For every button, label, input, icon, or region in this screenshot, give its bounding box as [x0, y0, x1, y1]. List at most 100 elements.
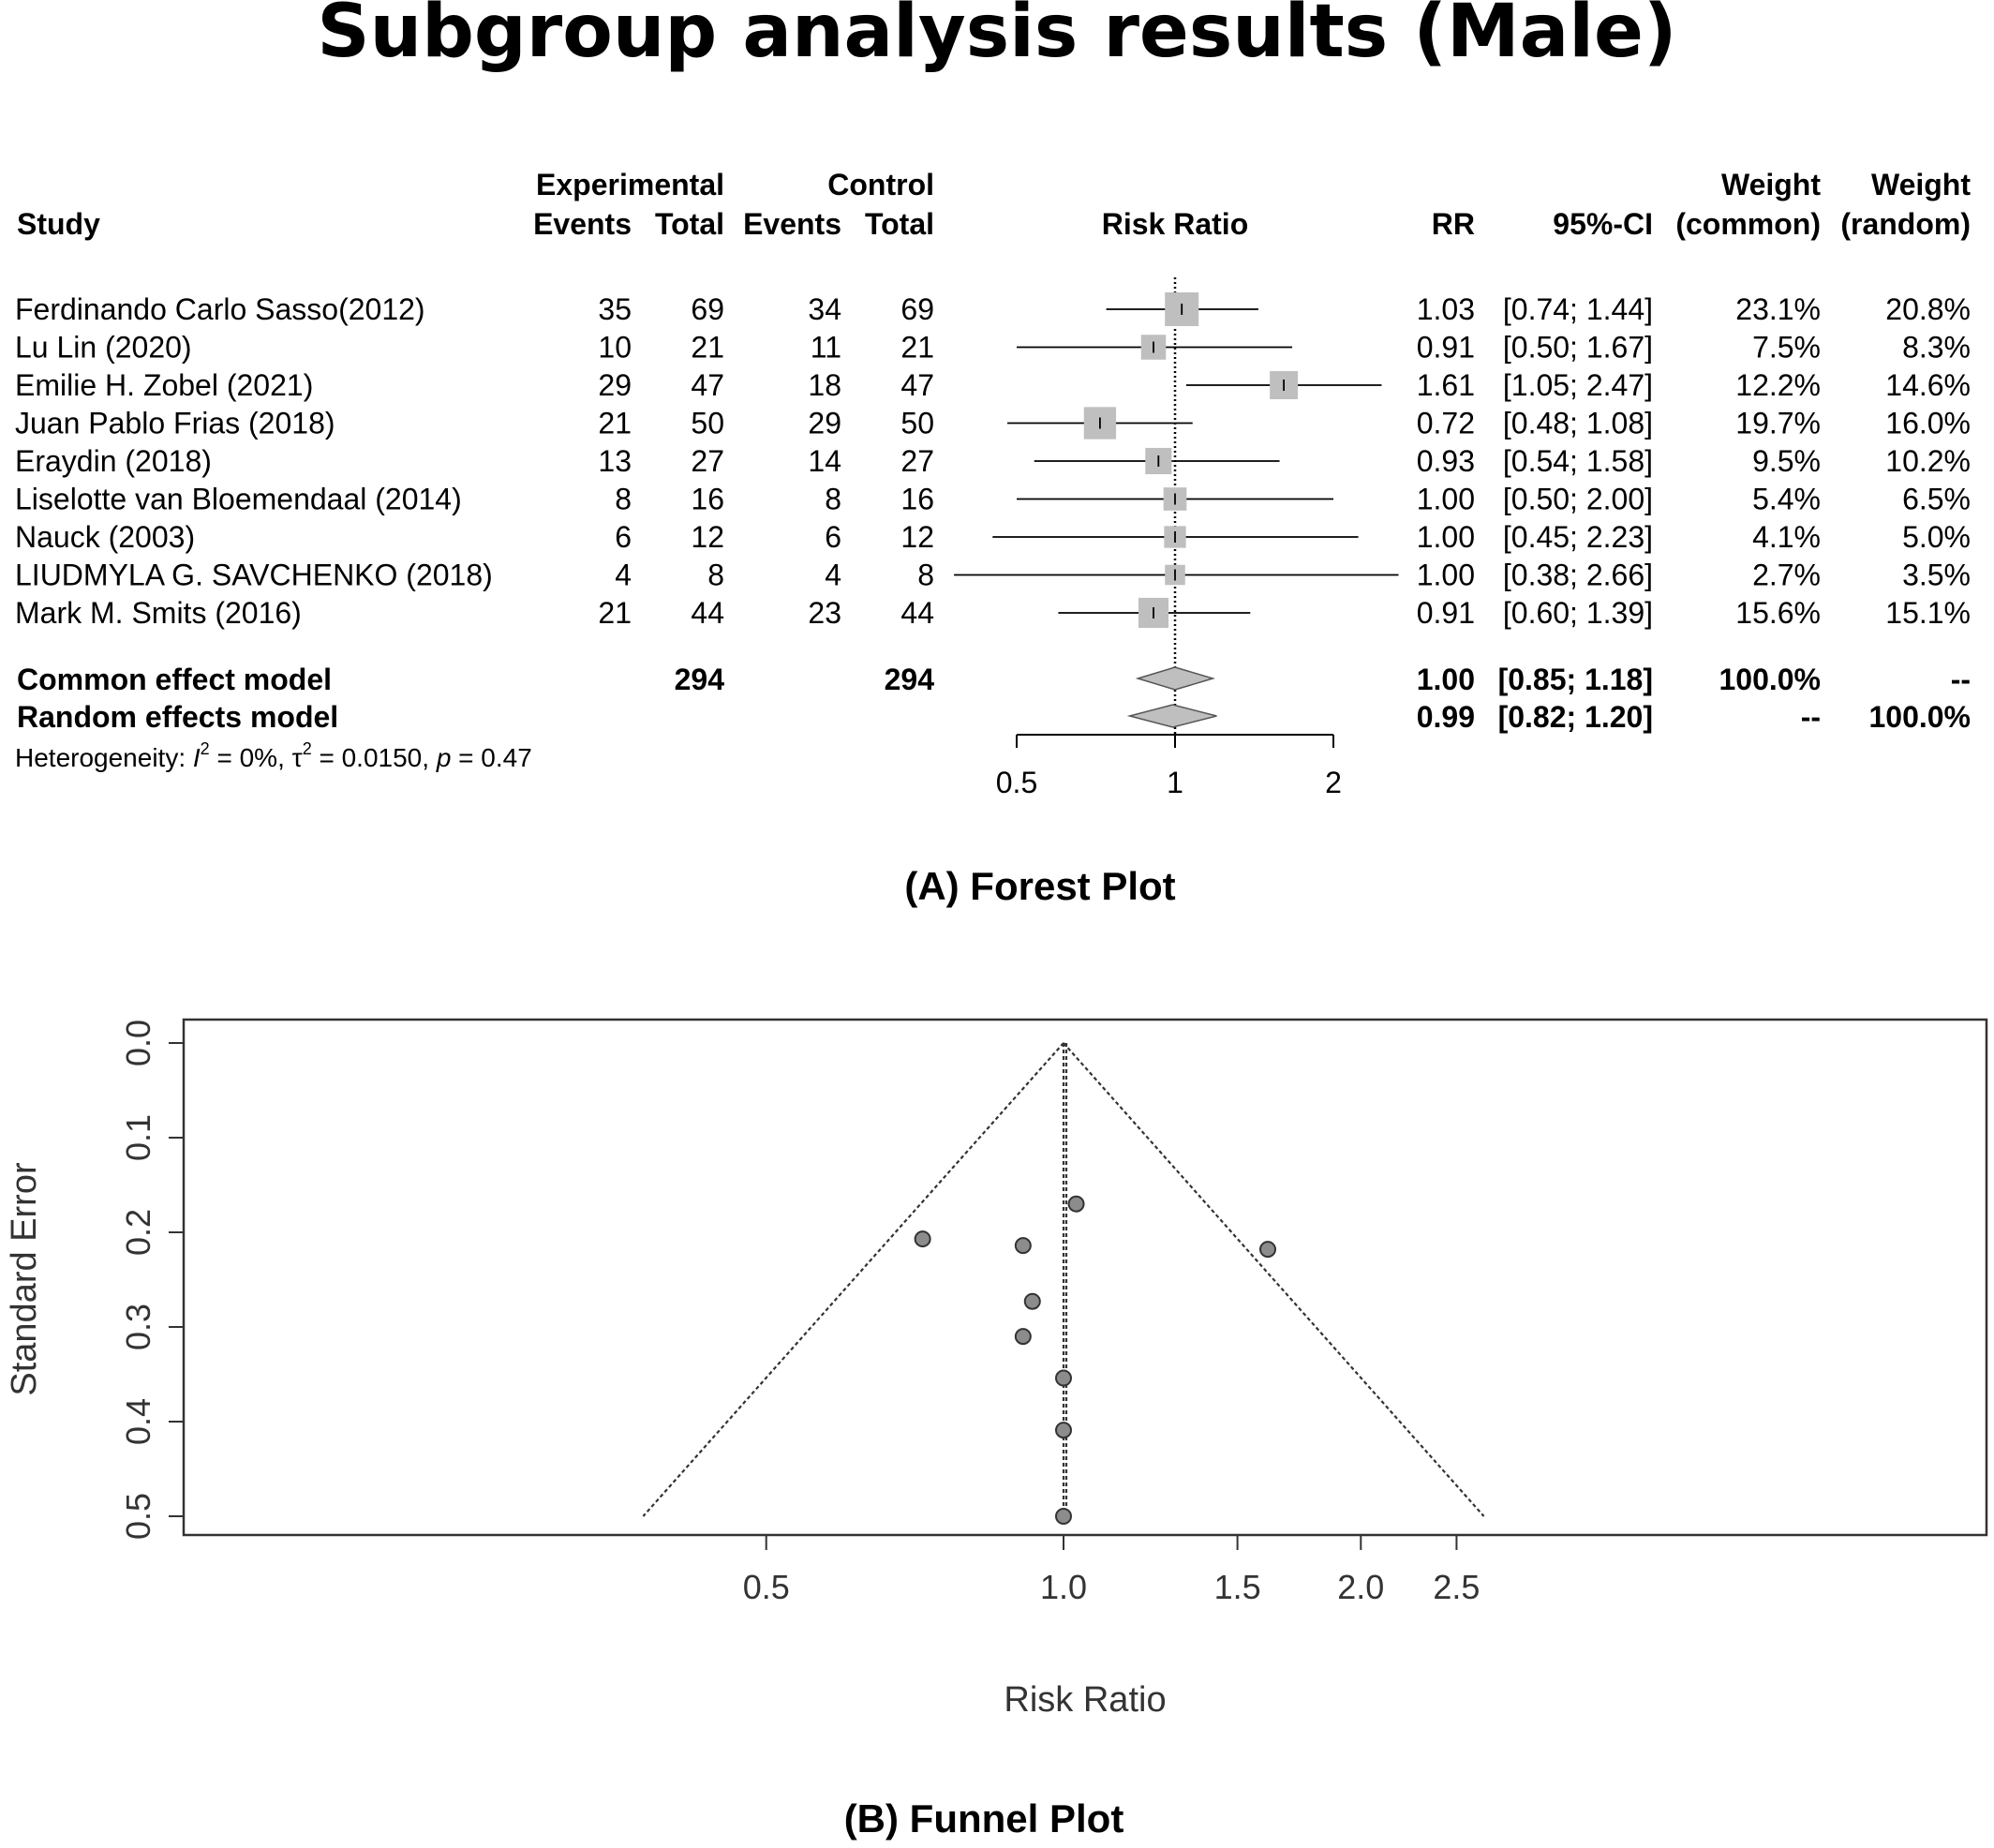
- funnel-point: [1055, 1422, 1072, 1439]
- study-cell-name: Ferdinando Carlo Sasso(2012): [15, 292, 425, 326]
- study-cell-c-events: 34: [808, 292, 841, 326]
- study-cell-name: LIUDMYLA G. SAVCHENKO (2018): [15, 559, 493, 592]
- study-cell-c-total: 21: [900, 331, 934, 365]
- study-cell-name: Juan Pablo Frias (2018): [15, 407, 335, 440]
- common-ctrl-total: 294: [885, 663, 935, 696]
- study-cell-ci: [0.74; 1.44]: [1503, 292, 1653, 326]
- funnel-point: [1014, 1328, 1032, 1346]
- study-cell-w-common: 19.7%: [1735, 407, 1821, 440]
- funnel-x-tick-label: 0.5: [743, 1568, 790, 1606]
- study-cell-ci: [0.50; 1.67]: [1503, 331, 1653, 365]
- study-cell-ci: [0.60; 1.39]: [1503, 596, 1653, 630]
- study-cell-w-common: 2.7%: [1752, 559, 1821, 592]
- study-cell-w-random: 20.8%: [1885, 292, 1971, 326]
- funnel-left-limit: [642, 1042, 1064, 1517]
- funnel-point: [1055, 1369, 1072, 1387]
- study-cell-rr: 1.00: [1417, 483, 1475, 516]
- study-cell-c-events: 11: [811, 331, 841, 365]
- study-cell-c-total: 50: [900, 407, 934, 440]
- funnel-y-tick-label: 0.3: [119, 1304, 157, 1350]
- study-cell-e-total: 8: [707, 559, 724, 592]
- study-cell-ci: [0.38; 2.66]: [1503, 559, 1653, 592]
- funnel-point: [1014, 1237, 1032, 1255]
- random-weight-random: 100.0%: [1868, 700, 1971, 734]
- study-cell-c-events: 14: [808, 444, 841, 478]
- header-ci: 95%-CI: [1553, 207, 1653, 241]
- forest-study-row: Liselotte van Bloemendaal (2014) 8 16 8 16 1.…: [15, 483, 1971, 516]
- study-cell-e-events: 4: [615, 559, 632, 592]
- study-cell-e-total: 44: [691, 596, 724, 630]
- funnel-y-tick-label: 0.5: [119, 1493, 157, 1540]
- study-cell-e-events: 8: [615, 483, 632, 516]
- study-cell-c-total: 27: [900, 444, 934, 478]
- study-cell-c-total: 8: [917, 559, 934, 592]
- forest-study-row: Juan Pablo Frias (2018) 21 50 29 50 0.72 [0.48…: [15, 407, 1971, 440]
- study-cell-e-total: 27: [691, 444, 724, 478]
- header-risk-ratio: Risk Ratio: [1102, 207, 1248, 241]
- study-cell-name: Eraydin (2018): [15, 444, 212, 478]
- funnel-y-tick-label: 0.1: [119, 1114, 157, 1161]
- random-ci: [0.82; 1.20]: [1498, 700, 1653, 734]
- forest-study-rows: Ferdinando Carlo Sasso(2012) 35 69 34 69 1.03…: [15, 292, 1971, 630]
- header-exp-events: Events: [533, 207, 632, 241]
- study-cell-w-random: 6.5%: [1902, 483, 1971, 516]
- funnel-point: [1023, 1292, 1041, 1310]
- study-cell-ci: [0.45; 2.23]: [1503, 520, 1653, 554]
- funnel-plot-frame: [182, 1018, 1988, 1537]
- header-ctrl-total: Total: [865, 207, 934, 241]
- study-cell-name: Emilie H. Zobel (2021): [15, 368, 313, 402]
- study-cell-c-events: 18: [808, 368, 841, 402]
- study-cell-w-common: 15.6%: [1735, 596, 1821, 630]
- random-rr: 0.99: [1417, 700, 1475, 734]
- study-cell-c-total: 69: [900, 292, 934, 326]
- header-ctrl-events: Events: [743, 207, 841, 241]
- funnel-y-tick-label: 0.2: [119, 1209, 157, 1256]
- main-title: Subgroup analysis results (Male): [317, 0, 1676, 74]
- header-weight-random: (random): [1840, 207, 1971, 241]
- random-effects-diamond: [1126, 704, 1217, 728]
- study-cell-e-events: 21: [598, 407, 632, 440]
- forest-study-row: LIUDMYLA G. SAVCHENKO (2018) 4 8 4 8 1.00 [0.3…: [15, 559, 1971, 592]
- header-experimental: Experimental: [536, 168, 724, 201]
- forest-header: Study Experimental Events Total Control …: [17, 168, 1971, 241]
- forest-x-tick-label: 2: [1325, 766, 1342, 799]
- common-ci: [0.85; 1.18]: [1498, 663, 1653, 696]
- funnel-plot: 0.5 1.0 1.5 2.0 2.5 0.0 0.1 0.2 0.3 0.4 0.5 Risk R…: [5, 1018, 1988, 1720]
- study-cell-c-total: 12: [900, 520, 934, 554]
- funnel-x-tick-label: 2.5: [1433, 1568, 1480, 1606]
- study-cell-rr: 0.93: [1417, 444, 1475, 478]
- forest-study-row: Lu Lin (2020) 10 21 11 21 0.91 [0.50; 1.67] 7.5…: [15, 331, 1971, 365]
- study-cell-w-common: 7.5%: [1752, 331, 1821, 365]
- study-cell-rr: 1.61: [1417, 368, 1475, 402]
- common-model-label: Common effect model: [17, 663, 332, 696]
- study-cell-rr: 0.91: [1417, 331, 1475, 365]
- study-cell-e-total: 69: [691, 292, 724, 326]
- study-cell-e-total: 50: [691, 407, 724, 440]
- funnel-point: [1055, 1508, 1072, 1525]
- study-cell-e-total: 12: [691, 520, 724, 554]
- study-cell-w-random: 5.0%: [1902, 520, 1971, 554]
- forest-study-row: Ferdinando Carlo Sasso(2012) 35 69 34 69 1.03…: [15, 292, 1971, 326]
- forest-plot-area: 0.5 1 2: [954, 277, 1399, 799]
- study-cell-w-random: 14.6%: [1885, 368, 1971, 402]
- funnel-point: [1258, 1241, 1276, 1259]
- study-cell-c-events: 8: [825, 483, 841, 516]
- funnel-y-axis-label: Standard Error: [5, 1162, 44, 1396]
- forest-study-row: Mark M. Smits (2016) 21 44 23 44 0.91 [0.60; 1…: [15, 596, 1971, 630]
- random-model-label: Random effects model: [17, 700, 338, 734]
- study-cell-c-events: 23: [808, 596, 841, 630]
- study-cell-c-events: 6: [825, 520, 841, 554]
- study-cell-w-random: 10.2%: [1885, 444, 1971, 478]
- study-cell-e-events: 21: [598, 596, 632, 630]
- study-cell-e-events: 35: [598, 292, 632, 326]
- study-cell-rr: 0.72: [1417, 407, 1475, 440]
- funnel-points: [914, 1195, 1276, 1525]
- forest-x-tick-label: 0.5: [996, 766, 1037, 799]
- funnel-point: [1067, 1195, 1085, 1213]
- common-weight-random: --: [1951, 663, 1971, 696]
- common-exp-total: 294: [675, 663, 725, 696]
- forest-study-row: Eraydin (2018) 13 27 14 27 0.93 [0.54; 1.58] 9.…: [15, 444, 1971, 478]
- study-cell-w-common: 12.2%: [1735, 368, 1821, 402]
- common-effect-diamond: [1135, 666, 1215, 691]
